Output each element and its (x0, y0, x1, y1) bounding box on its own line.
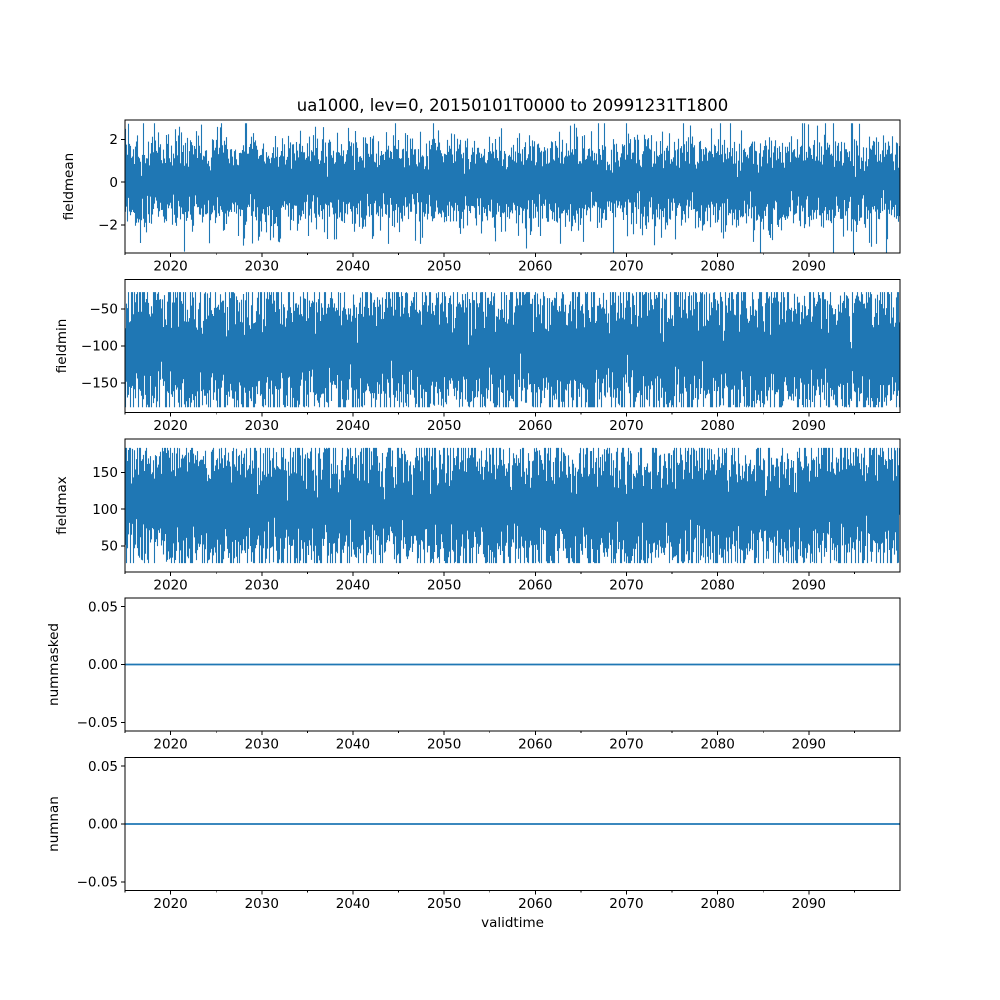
y-axis-label-fieldmin: fieldmin (54, 319, 70, 374)
x-tick-label: 2060 (518, 259, 552, 275)
x-tick-label: 2070 (609, 418, 643, 434)
x-tick-label: 2020 (153, 737, 187, 753)
x-tick-label: 2070 (609, 578, 643, 594)
series-fieldmin (124, 292, 901, 408)
x-tick-label: 2080 (700, 259, 734, 275)
y-tick-label: 0.00 (88, 657, 118, 673)
x-tick-label: 2070 (609, 896, 643, 912)
y-tick-label: 0.00 (88, 817, 118, 833)
y-tick-label: 0.05 (88, 599, 118, 615)
x-tick-label: 2080 (700, 578, 734, 594)
axes-box (124, 438, 901, 573)
x-tick-label: 2050 (427, 737, 461, 753)
x-tick-label: 2040 (336, 578, 370, 594)
x-tick-label: 2070 (609, 259, 643, 275)
x-tick-label: 2080 (700, 896, 734, 912)
axes-box (124, 119, 901, 254)
x-tick-label: 2070 (609, 737, 643, 753)
y-tick-label: 150 (92, 465, 118, 481)
y-tick-label: −100 (81, 339, 118, 355)
x-tick-label: 2030 (245, 418, 279, 434)
x-tick-label: 2060 (518, 578, 552, 594)
x-tick-label: 2080 (700, 418, 734, 434)
x-tick-label: 2060 (518, 418, 552, 434)
y-tick-label: −150 (81, 376, 118, 392)
y-tick-label: 2 (109, 132, 118, 148)
x-tick-label: 2040 (336, 896, 370, 912)
x-tick-label: 2090 (792, 418, 826, 434)
x-tick-label: 2040 (336, 259, 370, 275)
x-tick-label: 2040 (336, 418, 370, 434)
x-tick-label: 2050 (427, 259, 461, 275)
series-fieldmax (124, 447, 901, 564)
series-fieldmean (124, 123, 901, 253)
y-axis-label-fieldmean: fieldmean (61, 153, 77, 220)
y-tick-label: −0.05 (77, 715, 118, 731)
y-tick-label: −50 (90, 302, 119, 318)
x-tick-label: 2090 (792, 259, 826, 275)
y-axis-label-fieldmax: fieldmax (54, 476, 70, 535)
x-tick-label: 2050 (427, 896, 461, 912)
x-tick-label: 2020 (153, 578, 187, 594)
subplot-fieldmax: 2020 2030 2040 2050 2060 2070 2080 2090 150 100 50… (54, 438, 901, 594)
y-axis-label-numnan: numnan (46, 796, 62, 852)
x-tick-label: 2020 (153, 418, 187, 434)
x-tick-label: 2090 (792, 737, 826, 753)
y-tick-label: 0.05 (88, 759, 118, 775)
chart-title: ua1000, lev=0, 20150101T0000 to 20991231… (296, 96, 729, 115)
x-tick-label: 2050 (427, 578, 461, 594)
x-tick-label: 2030 (245, 737, 279, 753)
y-tick-label: 50 (101, 539, 118, 555)
x-tick-label: 2030 (245, 259, 279, 275)
y-tick-label: −2 (98, 218, 118, 234)
y-tick-label: 100 (92, 502, 118, 518)
x-tick-label: 2030 (245, 578, 279, 594)
x-tick-label: 2020 (153, 259, 187, 275)
y-axis-label-nummasked: nummasked (46, 623, 62, 706)
x-tick-label: 2020 (153, 896, 187, 912)
x-tick-label: 2040 (336, 737, 370, 753)
x-tick-label: 2090 (792, 896, 826, 912)
x-tick-label: 2060 (518, 737, 552, 753)
x-tick-label: 2030 (245, 896, 279, 912)
y-tick-label: 0 (109, 175, 118, 191)
y-tick-label: −0.05 (77, 874, 118, 890)
subplot-numnan: 2020 2030 2040 2050 2060 2070 2080 2090 0.05 0.00… (46, 757, 901, 912)
subplot-fieldmean: 2020 2030 2040 2050 2060 2070 2080 2090 2 0 −2 fiel… (61, 119, 901, 275)
x-tick-label: 2090 (792, 578, 826, 594)
x-tick-label: 2060 (518, 896, 552, 912)
x-tick-label: 2050 (427, 418, 461, 434)
subplot-fieldmin: 2020 2030 2040 2050 2060 2070 2080 2090 −50 −100 −… (54, 279, 901, 434)
subplot-nummasked: 2020 2030 2040 2050 2060 2070 2080 2090 0.05 0.00… (46, 597, 901, 753)
x-tick-label: 2080 (700, 737, 734, 753)
x-axis-label: validtime (481, 915, 544, 931)
